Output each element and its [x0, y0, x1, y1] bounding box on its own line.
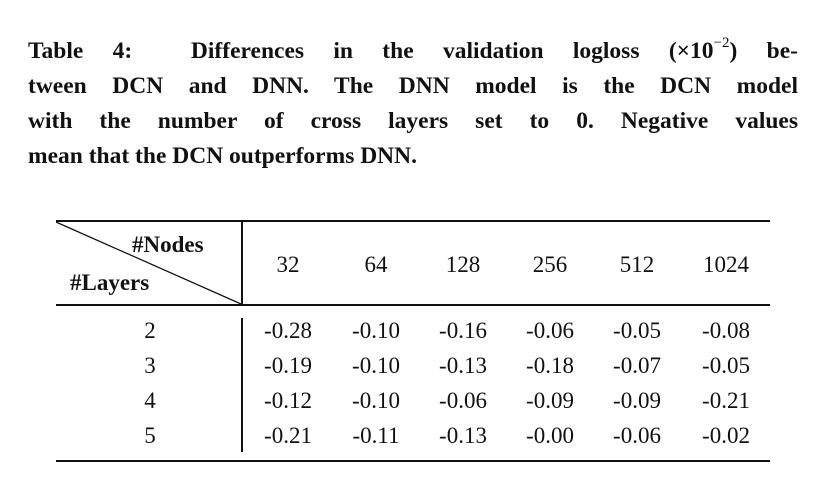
- table-cell: -0.00: [526, 423, 574, 448]
- corner-diagonal: [56, 222, 242, 304]
- caption-text-1a: Differences in the validation logloss (×…: [190, 38, 714, 64]
- table-cell: -0.12: [264, 388, 312, 413]
- table-cell: -0.13: [439, 423, 487, 448]
- table-cell: -0.21: [702, 388, 750, 413]
- table-cell: -0.09: [526, 388, 574, 413]
- table-cell: -0.06: [439, 388, 487, 413]
- table-cell: -0.07: [613, 353, 661, 378]
- table-cell: -0.19: [264, 353, 312, 378]
- table-cell: -0.10: [352, 318, 400, 343]
- table-cell: -0.10: [352, 353, 400, 378]
- column-header-128: 128: [445, 252, 481, 277]
- table-cell: -0.02: [702, 423, 750, 448]
- caption-label: Table 4:: [28, 38, 133, 64]
- table-header-rule: [56, 304, 770, 306]
- table-cell: -0.21: [264, 423, 312, 448]
- table-cell: -0.10: [352, 388, 400, 413]
- table-cell: -0.11: [352, 423, 400, 448]
- caption-line-4: mean that the DCN outperforms DNN.: [28, 143, 418, 169]
- body-column-divider: [241, 318, 243, 452]
- row-header-layers-2: 2: [144, 318, 156, 343]
- corner-layers-label: #Layers: [70, 270, 150, 295]
- table-cell: -0.18: [526, 353, 574, 378]
- table-cell: -0.16: [439, 318, 487, 343]
- caption-line-1: Table 4: Differences in the validation l…: [28, 34, 798, 69]
- caption-line-2: tween DCN and DNN. The DNN model is the …: [28, 73, 798, 99]
- column-header-64: 64: [364, 252, 388, 277]
- caption-line-3: with the number of cross layers set to 0…: [28, 108, 798, 134]
- table-cell: -0.09: [613, 388, 661, 413]
- table-cell: -0.05: [613, 318, 661, 343]
- table-bottom-rule: [56, 460, 770, 462]
- table-caption: Table 4: Differences in the validation l…: [28, 34, 798, 174]
- table-top-rule: [56, 220, 770, 222]
- table-cell: -0.13: [439, 353, 487, 378]
- table-cell: -0.08: [702, 318, 750, 343]
- column-header-512: 512: [619, 252, 655, 277]
- table-cell: -0.05: [702, 353, 750, 378]
- column-header-1024: 1024: [703, 252, 749, 277]
- row-header-layers-5: 5: [144, 423, 156, 448]
- header-column-divider: [241, 222, 243, 304]
- table-cell: -0.28: [264, 318, 312, 343]
- table-cell: -0.06: [613, 423, 661, 448]
- column-header-32: 32: [276, 252, 300, 277]
- row-header-layers-4: 4: [144, 388, 156, 413]
- column-header-256: 256: [532, 252, 568, 277]
- table-cell: -0.06: [526, 318, 574, 343]
- caption-exponent: −2: [713, 35, 730, 52]
- caption-text-1b: ) be-: [729, 38, 799, 64]
- row-header-layers-3: 3: [144, 353, 156, 378]
- corner-nodes-label: #Nodes: [132, 232, 204, 257]
